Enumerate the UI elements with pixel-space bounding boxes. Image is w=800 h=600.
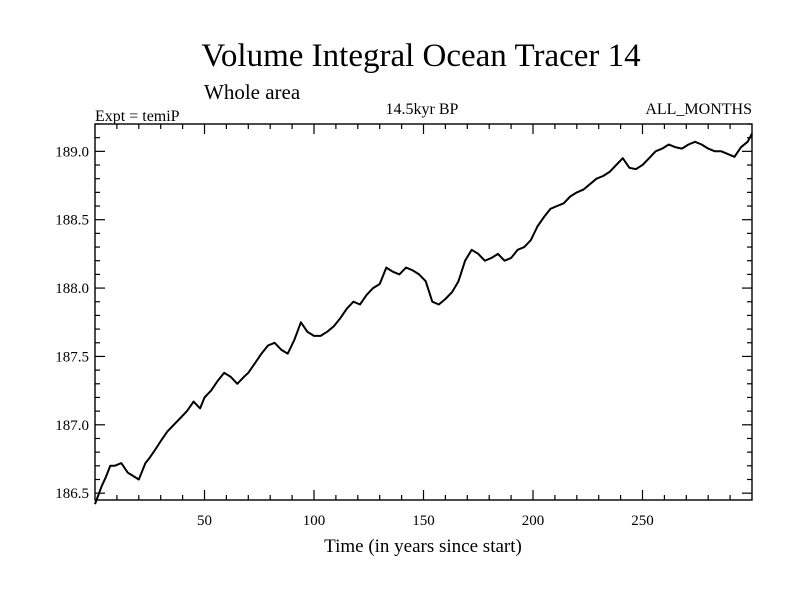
x-tick-label: 250	[631, 513, 654, 529]
y-tick-label: 187.0	[55, 418, 89, 434]
y-tick-label: 188.5	[55, 213, 89, 229]
period-label: 14.5kyr BP	[386, 101, 459, 118]
x-tick-label: 100	[303, 513, 326, 529]
x-tick-label: 50	[197, 513, 212, 529]
chart-title: Volume Integral Ocean Tracer 14	[201, 38, 640, 74]
x-tick-label: 200	[522, 513, 545, 529]
y-tick-label: 187.5	[55, 349, 89, 365]
months-label: ALL_MONTHS	[645, 101, 752, 118]
series-line	[94, 133, 753, 505]
chart-subtitle: Whole area	[204, 80, 301, 104]
x-axis-label: Time (in years since start)	[324, 536, 522, 557]
axis-ticks	[95, 123, 752, 500]
x-tick-label: 150	[412, 513, 435, 529]
y-tick-label: 188.0	[55, 281, 89, 297]
tick-labels: 50 100 150 200 250 186.5 187.0 187.5 188.0 188.5 1…	[55, 144, 654, 529]
experiment-label: Expt = temiP	[95, 108, 180, 125]
y-tick-label: 189.0	[55, 144, 89, 160]
y-tick-label: 186.5	[55, 486, 89, 502]
plot-frame	[94, 123, 753, 501]
